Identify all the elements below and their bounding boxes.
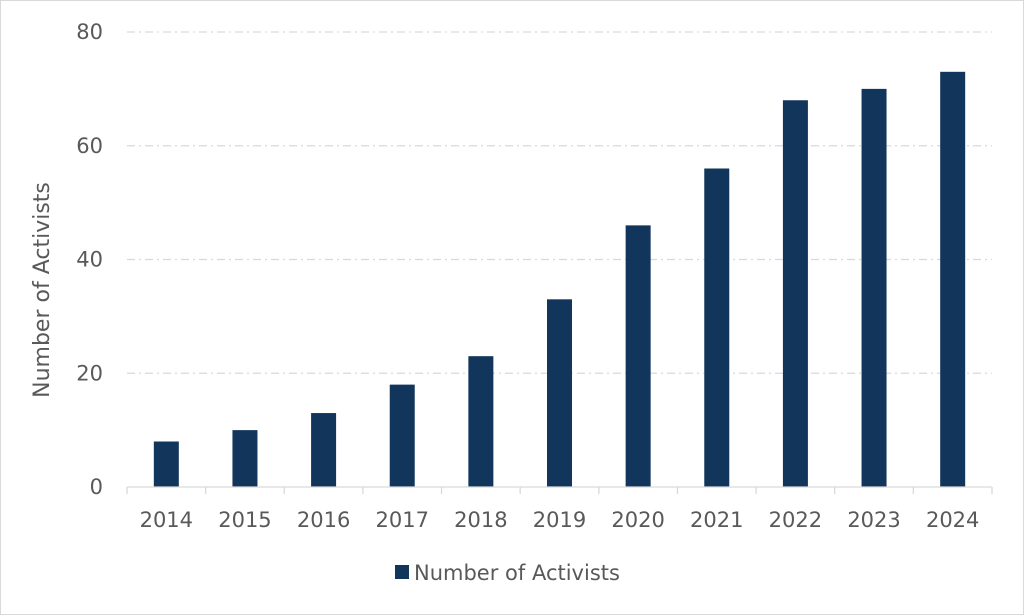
bar-2023[interactable] (861, 88, 887, 487)
bar-2021[interactable] (704, 168, 730, 488)
y-axis-ticks: 0 20 40 60 80 (76, 20, 103, 499)
legend-label: Number of Activists (414, 561, 620, 585)
y-tick-label: 20 (76, 361, 103, 385)
bar-2017[interactable] (389, 384, 415, 487)
bar-2024[interactable] (940, 71, 966, 487)
y-tick-label: 0 (90, 475, 103, 499)
bar-2018[interactable] (468, 356, 494, 487)
bar-2019[interactable] (547, 299, 572, 487)
legend[interactable]: Number of Activists (395, 561, 620, 585)
x-tick-label: 2016 (297, 508, 350, 532)
x-tick-label: 2024 (926, 508, 979, 532)
legend-swatch (395, 565, 409, 579)
x-tick-label: 2015 (218, 508, 271, 532)
x-tick-label: 2017 (376, 508, 429, 532)
x-tick-label: 2022 (769, 508, 822, 532)
bar-2016[interactable] (311, 413, 337, 487)
x-tick-label: 2019 (533, 508, 586, 532)
bar-2014[interactable] (153, 441, 179, 488)
x-tick-label: 2014 (140, 508, 193, 532)
x-axis-ticks: 2014 2015 2016 2017 2018 2019 2020 2021 2022 2023… (126, 487, 993, 532)
y-tick-label: 80 (76, 20, 103, 44)
bar-2020[interactable] (625, 225, 651, 487)
x-tick-label: 2021 (690, 508, 743, 532)
y-axis-title: Number of Activists (30, 182, 55, 398)
x-tick-label: 2020 (611, 508, 664, 532)
x-tick-label: 2018 (454, 508, 507, 532)
bars (153, 71, 966, 488)
bar-2022[interactable] (782, 100, 808, 487)
x-tick-label: 2023 (847, 508, 900, 532)
y-tick-label: 60 (76, 134, 103, 158)
bar-2015[interactable] (232, 430, 258, 487)
y-tick-label: 40 (76, 248, 103, 272)
